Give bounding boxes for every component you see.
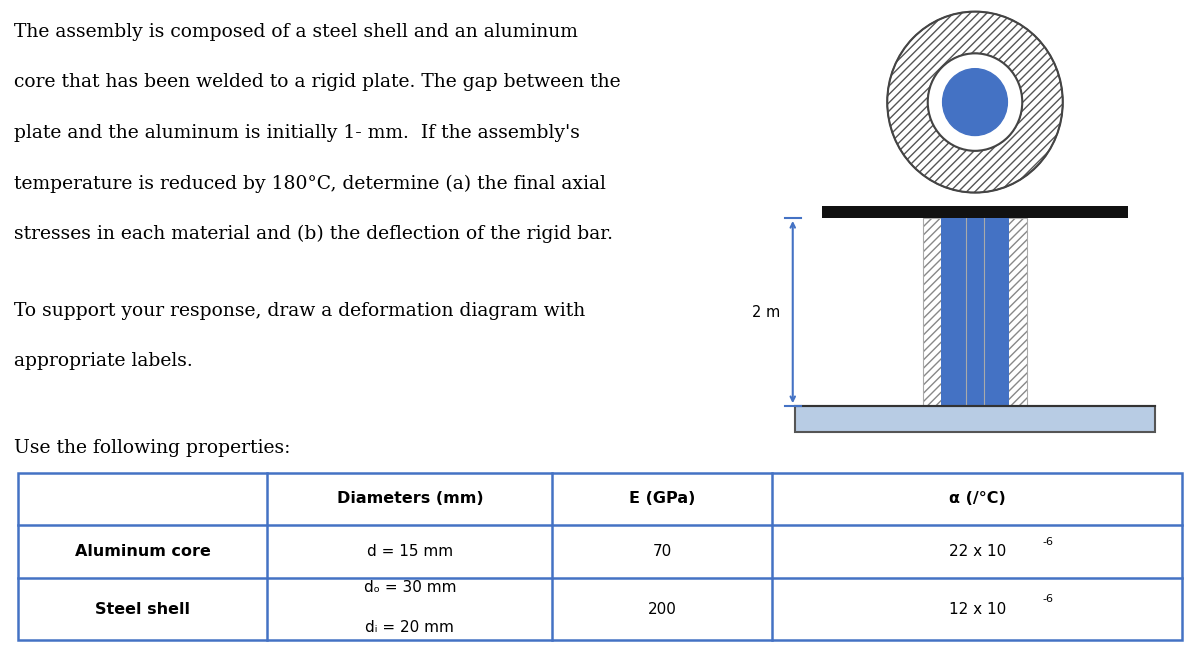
Bar xyxy=(941,218,1009,406)
Text: -6: -6 xyxy=(1043,537,1054,547)
Bar xyxy=(984,218,1027,406)
Text: appropriate labels.: appropriate labels. xyxy=(13,352,192,371)
Text: 22 x 10: 22 x 10 xyxy=(948,544,1006,559)
Bar xyxy=(822,206,1128,218)
Text: Diameters (mm): Diameters (mm) xyxy=(337,491,484,506)
Text: dᵢ = 20 mm: dᵢ = 20 mm xyxy=(366,620,455,635)
Bar xyxy=(984,218,1009,406)
Bar xyxy=(941,218,966,406)
Bar xyxy=(923,218,966,406)
Text: core that has been welded to a rigid plate. The gap between the: core that has been welded to a rigid pla… xyxy=(13,73,620,92)
Text: dₒ = 30 mm: dₒ = 30 mm xyxy=(364,580,456,595)
Circle shape xyxy=(928,53,1022,151)
Text: The assembly is composed of a steel shell and an aluminum: The assembly is composed of a steel shel… xyxy=(13,23,577,41)
Wedge shape xyxy=(887,12,1063,193)
Text: E (GPa): E (GPa) xyxy=(629,491,696,506)
Text: Use the following properties:: Use the following properties: xyxy=(13,439,290,457)
Text: 200: 200 xyxy=(648,602,677,617)
Bar xyxy=(984,218,1027,406)
Text: stresses in each material and (b) the deflection of the rigid bar.: stresses in each material and (b) the de… xyxy=(13,225,613,243)
Text: Aluminum core: Aluminum core xyxy=(74,544,210,559)
Text: -6: -6 xyxy=(1043,594,1054,604)
Circle shape xyxy=(943,69,1008,136)
Text: 70: 70 xyxy=(653,544,672,559)
Text: 2 m: 2 m xyxy=(751,304,780,319)
Text: α (/°C): α (/°C) xyxy=(949,491,1006,506)
Text: temperature is reduced by 180°C, determine (a) the final axial: temperature is reduced by 180°C, determi… xyxy=(13,175,606,193)
Text: 12 x 10: 12 x 10 xyxy=(948,602,1006,617)
Text: To support your response, draw a deformation diagram with: To support your response, draw a deforma… xyxy=(13,302,584,320)
Text: Steel shell: Steel shell xyxy=(95,602,190,617)
Bar xyxy=(923,218,966,406)
Text: plate and the aluminum is initially 1- mm.  If the assembly's: plate and the aluminum is initially 1- m… xyxy=(13,124,580,142)
Bar xyxy=(796,406,1154,432)
Text: d = 15 mm: d = 15 mm xyxy=(367,544,452,559)
